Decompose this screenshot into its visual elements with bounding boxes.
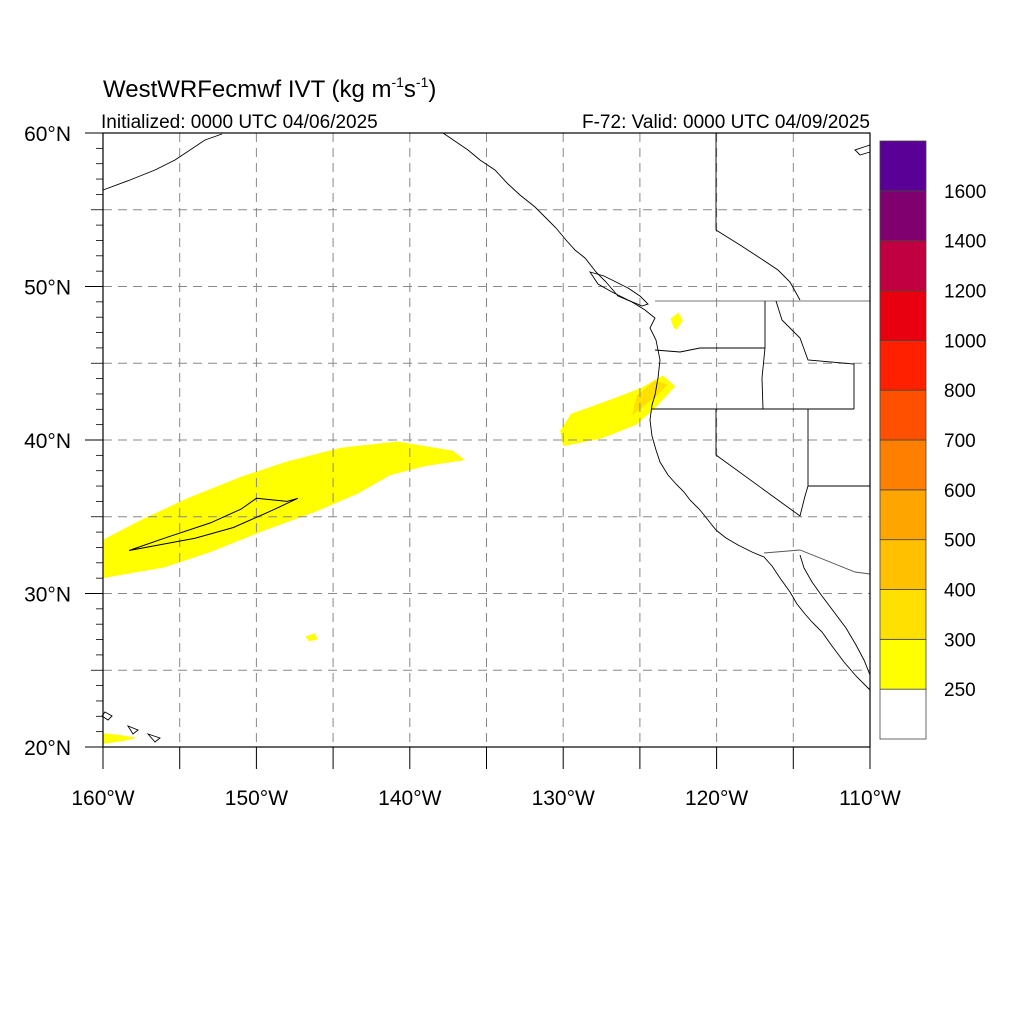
colorbar-box: [879, 389, 927, 441]
lat-tick-label: 30°N: [24, 584, 71, 607]
ivt-shaded-fields: [103, 312, 683, 744]
lon-tick-label: 110°W: [839, 787, 901, 810]
colorbar-box: [879, 589, 927, 640]
colorbar-label: 1200: [944, 282, 986, 303]
ivt-field-9: [103, 733, 137, 744]
colorbar-label: 800: [944, 381, 976, 402]
colorbar-box: [879, 339, 927, 391]
lon-tick-label: 130°W: [532, 787, 595, 810]
colorbar-box: [879, 539, 927, 590]
colorbar-box: [879, 439, 927, 491]
init-time-label: Initialized: 0000 UTC 04/06/2025: [101, 112, 378, 133]
colorbar-label: 500: [944, 531, 976, 552]
lon-tick-label: 160°W: [71, 787, 134, 810]
colorbar-box: [879, 190, 927, 242]
map-gridlines: [103, 133, 870, 747]
lat-tick-label: 40°N: [24, 430, 71, 453]
valid-time-label: F-72: Valid: 0000 UTC 04/09/2025: [582, 112, 870, 133]
latitude-axis: 60°N 50°N 40°N 30°N 20°N: [24, 123, 103, 760]
colorbar-label: 250: [944, 680, 976, 701]
lat-tick-label: 60°N: [24, 123, 71, 146]
lat-tick-label: 50°N: [24, 277, 71, 300]
colorbar-box: [879, 688, 927, 740]
longitude-axis: 160°W 150°W 140°W 130°W 120°W 110°W: [71, 747, 901, 810]
lat-tick-label: 20°N: [24, 737, 71, 760]
lon-tick-label: 120°W: [685, 787, 748, 810]
ivt-field-7: [670, 312, 683, 330]
lon-tick-label: 150°W: [225, 787, 288, 810]
colorbar-box: [879, 290, 927, 341]
colorbar-label: 1600: [944, 182, 986, 203]
ivt-colorbar: 250 300 400 500 600 700 800 1000 1200 1400 1600: [879, 140, 986, 740]
colorbar-box: [879, 489, 927, 541]
coastline-borders: [101, 132, 871, 743]
colorbar-box: [879, 240, 927, 291]
colorbar-label: 1000: [944, 331, 986, 352]
chart-title: WestWRFecmwf IVT (kg m-1s-1): [103, 74, 436, 103]
colorbar-box: [879, 638, 927, 690]
lon-tick-label: 140°W: [378, 787, 441, 810]
ivt-field-8: [305, 633, 318, 642]
colorbar-label: 600: [944, 481, 976, 502]
ivt-700-contour: [128, 497, 299, 551]
colorbar-box: [879, 140, 927, 192]
colorbar-label: 400: [944, 581, 976, 602]
colorbar-label: 700: [944, 431, 976, 452]
colorbar-label: 1400: [944, 232, 986, 253]
ivt-field-6: [632, 380, 668, 416]
colorbar-label: 300: [944, 630, 976, 651]
ivt-field-4: [103, 441, 465, 579]
